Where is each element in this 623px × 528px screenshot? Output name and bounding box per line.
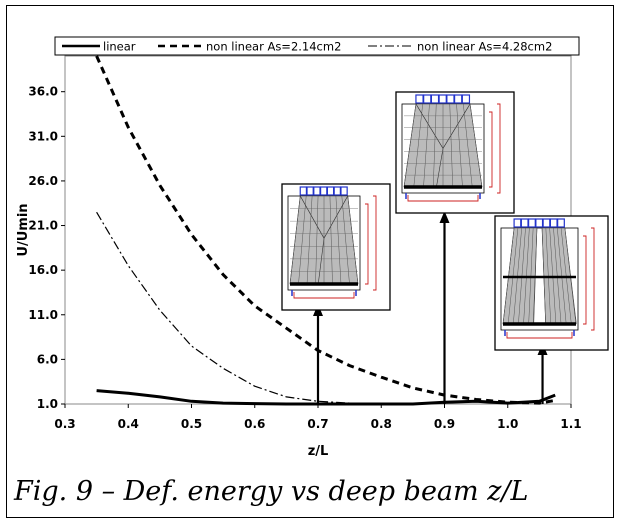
series-line	[96, 211, 350, 404]
y-tick-label: 11.0	[28, 308, 58, 322]
load-block	[446, 94, 455, 104]
fan-line	[449, 103, 453, 188]
x-tick-label: 0.6	[244, 417, 265, 431]
dimension-height	[373, 195, 377, 291]
dimension-height	[489, 111, 493, 188]
fan-line	[347, 195, 359, 285]
pointer-arrow	[537, 343, 548, 404]
dimension-span	[407, 195, 479, 202]
x-axis-label: z/L	[308, 444, 329, 459]
x-tick-label: 0.8	[371, 417, 392, 431]
load-block	[299, 186, 308, 196]
load-block	[423, 94, 432, 104]
legend-label: linear	[103, 40, 136, 54]
arrowhead	[439, 211, 450, 223]
load-block	[461, 94, 471, 104]
fan-line	[289, 195, 301, 285]
fan-line	[423, 103, 430, 188]
load-block	[453, 94, 463, 104]
load-block	[430, 94, 440, 104]
dimension-height	[497, 103, 501, 194]
load-block	[313, 186, 321, 196]
deep-beam-inset	[395, 91, 515, 214]
deep-beam-inset	[281, 183, 391, 311]
load-block	[520, 218, 529, 228]
fan-line	[469, 103, 483, 188]
y-tick-label: 16.0	[28, 263, 58, 277]
fan-line	[315, 195, 319, 285]
legend-label: non linear As=2.14cm2	[206, 40, 341, 54]
dimension-height	[591, 227, 595, 331]
legend-label: non linear As=4.28cm2	[417, 40, 552, 54]
fan-line	[329, 195, 333, 285]
legend-box	[54, 36, 580, 56]
dimension-span	[506, 332, 573, 339]
fan-line	[463, 103, 473, 188]
legend: linear non linear As=2.14cm2 non linear As…	[54, 36, 580, 56]
y-axis-label: U/Umin	[16, 203, 31, 256]
y-tick-label: 6.0	[37, 352, 58, 366]
y-tick-label: 1.0	[37, 397, 58, 411]
load-block	[557, 218, 565, 228]
y-tick-label: 36.0	[28, 85, 58, 99]
x-tick-label: 0.7	[307, 417, 328, 431]
fan-line	[341, 195, 350, 285]
x-tick-label: 0.3	[54, 417, 75, 431]
pointer-arrow	[313, 304, 323, 404]
load-block	[333, 186, 341, 196]
fan-line	[335, 195, 342, 285]
dimension-height	[365, 203, 369, 285]
fan-line	[433, 103, 437, 188]
x-tick-label: 1.0	[497, 417, 518, 431]
fan-line	[413, 103, 423, 188]
pointer-arrow	[439, 211, 450, 404]
x-tick-label: 0.9	[434, 417, 455, 431]
load-block	[306, 186, 314, 196]
fan-line	[456, 103, 463, 188]
dimension-height	[583, 235, 587, 325]
load-block	[535, 218, 544, 228]
load-block	[528, 218, 536, 228]
load-block	[513, 218, 522, 228]
load-block	[438, 94, 447, 104]
fan-line	[306, 195, 313, 285]
load-block	[415, 94, 424, 104]
y-tick-label: 21.0	[28, 219, 58, 233]
x-tick-label: 0.5	[181, 417, 202, 431]
series-line	[95, 55, 556, 405]
deep-beam-inset	[494, 215, 609, 351]
fan-line	[298, 195, 307, 285]
load-block	[542, 218, 551, 228]
dimension-span	[293, 292, 355, 299]
load-block	[320, 186, 328, 196]
y-tick-label: 26.0	[28, 174, 58, 188]
x-tick-label: 0.4	[118, 417, 139, 431]
x-tick-label: 1.1	[560, 417, 581, 431]
fan-line	[403, 103, 417, 188]
load-block	[340, 186, 348, 196]
y-tick-label: 31.0	[28, 129, 58, 143]
load-block	[326, 186, 335, 196]
load-block	[549, 218, 558, 228]
figure-caption: Fig. 9 – Def. energy vs deep beam z/L	[14, 476, 529, 507]
